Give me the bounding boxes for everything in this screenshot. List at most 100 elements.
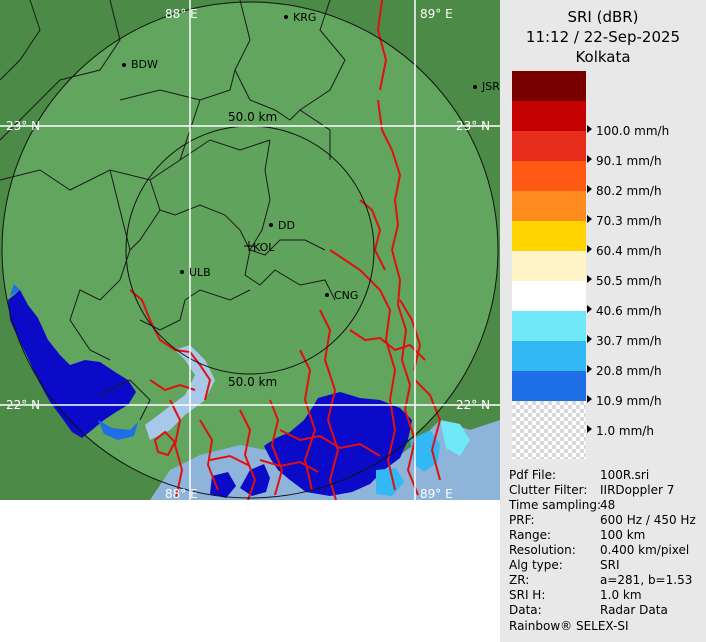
lat-label-left-1: 23° N xyxy=(6,119,40,133)
product-title: SRI (dBR) xyxy=(567,8,639,26)
legend-swatch xyxy=(512,101,586,131)
legend-tick-icon xyxy=(587,155,592,163)
legend-label: 50.5 mm/h xyxy=(587,274,662,288)
metadata-row: Time sampling: 48 xyxy=(509,498,615,512)
place-markers: KRG BDW JSR DD KOL ULB CNG xyxy=(122,11,500,302)
no-data-swatch xyxy=(512,401,586,459)
place-ulb: ULB xyxy=(189,266,211,279)
place-bdw: BDW xyxy=(131,58,158,71)
place-jsr: JSR xyxy=(481,80,500,93)
legend-label: 90.1 mm/h xyxy=(587,154,662,168)
metadata-value: 1.0 km xyxy=(600,588,642,602)
legend-label: 30.7 mm/h xyxy=(587,334,662,348)
metadata-key: Clutter Filter: xyxy=(509,483,588,497)
radar-site-marker xyxy=(244,241,254,251)
metadata-key: ZR: xyxy=(509,573,530,587)
metadata-value: 0.400 km/pixel xyxy=(600,543,690,557)
lon-label-top-1: 88° E xyxy=(165,7,198,21)
legend-label-text: 60.4 mm/h xyxy=(596,244,662,258)
metadata-key: SRI H: xyxy=(509,588,546,602)
legend-tick-icon xyxy=(587,245,592,253)
metadata-row: Pdf File: 100R.sri xyxy=(509,468,649,482)
legend-label-text: 80.2 mm/h xyxy=(596,184,662,198)
metadata-row: SRI H: 1.0 km xyxy=(509,588,642,602)
legend-label: 100.0 mm/h xyxy=(587,124,670,138)
legend-label: 1.0 mm/h xyxy=(587,424,654,438)
metadata-row: Clutter Filter: IIRDoppler 7 xyxy=(509,483,674,497)
lon-label-top-2: 89° E xyxy=(420,7,453,21)
lat-label-right-2: 22° N xyxy=(456,398,490,412)
product-datetime: 11:12 / 22-Sep-2025 xyxy=(525,28,681,46)
legend-swatch xyxy=(512,251,586,281)
range-label-upper: 50.0 km xyxy=(228,110,277,124)
legend-label-text: 50.5 mm/h xyxy=(596,274,662,288)
legend-label-text: 70.3 mm/h xyxy=(596,214,662,228)
metadata-key: Alg type: xyxy=(509,558,563,572)
metadata-key: Resolution: xyxy=(509,543,576,557)
range-label-lower: 50.0 km xyxy=(228,375,277,389)
legend-tick-icon xyxy=(587,215,592,223)
metadata-key: Time sampling: xyxy=(509,498,602,512)
place-kol: KOL xyxy=(253,241,275,254)
legend-swatch xyxy=(512,131,586,161)
legend-swatch xyxy=(512,161,586,191)
legend-label-text: 10.9 mm/h xyxy=(596,394,662,408)
metadata-row: Resolution: 0.400 km/pixel xyxy=(509,543,689,557)
legend-tick-icon xyxy=(587,365,592,373)
metadata-row: Data: Radar Data xyxy=(509,603,668,617)
legend-tick-icon xyxy=(587,335,592,343)
metadata-value: Radar Data xyxy=(600,603,668,617)
metadata-value: 100 km xyxy=(600,528,646,542)
legend-swatch xyxy=(512,371,586,401)
legend-label-text: 1.0 mm/h xyxy=(596,424,654,438)
legend-label-text: 100.0 mm/h xyxy=(596,124,670,138)
legend-tick-icon xyxy=(587,125,592,133)
legend-tick-icon xyxy=(587,275,592,283)
metadata-row: Alg type: SRI xyxy=(509,558,620,572)
station-name: Kolkata xyxy=(575,48,631,66)
place-krg: KRG xyxy=(293,11,316,24)
metadata-value: IIRDoppler 7 xyxy=(600,483,675,497)
radar-map[interactable]: 88° E 89° E 88° E 89° E 23° N 23° N 22° … xyxy=(0,0,500,500)
metadata-key: Data: xyxy=(509,603,542,617)
lon-label-bottom-2: 89° E xyxy=(420,487,453,500)
legend-tick-icon xyxy=(587,425,592,433)
metadata-row: ZR: a=281, b=1.53 xyxy=(509,573,692,587)
lat-label-left-2: 22° N xyxy=(6,398,40,412)
legend-label-text: 90.1 mm/h xyxy=(596,154,662,168)
range-ring-outer xyxy=(1,1,499,499)
legend-tick-icon xyxy=(587,305,592,313)
metadata-value: 600 Hz / 450 Hz xyxy=(600,513,696,527)
metadata-row: Range: 100 km xyxy=(509,528,645,542)
lat-label-right-1: 23° N xyxy=(456,119,490,133)
rain-echoes xyxy=(8,284,470,498)
place-cng: CNG xyxy=(334,289,358,302)
legend-panel: SRI (dBR) 11:12 / 22-Sep-2025 Kolkata 10… xyxy=(500,0,706,642)
metadata-value: SRI xyxy=(600,558,620,572)
legend-tick-icon xyxy=(587,395,592,403)
legend-label: 80.2 mm/h xyxy=(587,184,662,198)
vendor-footer: Rainbow® SELEX-SI xyxy=(509,619,629,633)
metadata-value: a=281, b=1.53 xyxy=(600,573,693,587)
metadata-value: 100R.sri xyxy=(600,468,650,482)
district-boundaries xyxy=(0,0,346,421)
legend-label: 10.9 mm/h xyxy=(587,394,662,408)
metadata-key: PRF: xyxy=(509,513,535,527)
legend-label: 60.4 mm/h xyxy=(587,244,662,258)
legend-swatch xyxy=(512,221,586,251)
graticule xyxy=(0,0,500,500)
legend-label-text: 20.8 mm/h xyxy=(596,364,662,378)
metadata-value: 48 xyxy=(600,498,616,512)
metadata-key: Pdf File: xyxy=(509,468,557,482)
legend-label: 20.8 mm/h xyxy=(587,364,662,378)
legend-swatch xyxy=(512,281,586,311)
estuary-water xyxy=(145,345,215,440)
legend-swatch xyxy=(512,71,586,101)
lon-label-bottom-1: 88° E xyxy=(165,487,198,500)
legend-swatch xyxy=(512,311,586,341)
legend-swatch xyxy=(512,191,586,221)
place-dd: DD xyxy=(278,219,295,232)
legend-tick-icon xyxy=(587,185,592,193)
metadata-row: PRF: 600 Hz / 450 Hz xyxy=(509,513,696,527)
metadata-key: Range: xyxy=(509,528,552,542)
